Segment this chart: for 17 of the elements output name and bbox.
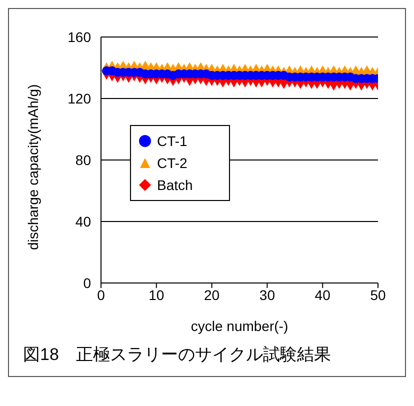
- y-tick-label: 0: [83, 274, 92, 291]
- x-axis-title: cycle number(-): [190, 318, 288, 334]
- x-tick-label: 0: [97, 286, 106, 303]
- text: 図18 正極スラリーのサイクル試験結果: [22, 344, 332, 366]
- legend-label: Batch: [157, 177, 193, 193]
- y-tick-label: 80: [75, 152, 92, 168]
- y-tick-label: 40: [75, 213, 92, 230]
- x-tick-label: 30: [259, 286, 276, 303]
- legend-label: CT-2: [157, 155, 188, 171]
- legend-label: CT-1: [157, 133, 188, 149]
- y-axis-title: discharge capacity(mAh/g): [24, 84, 41, 250]
- y-tick-label: 120: [68, 90, 92, 106]
- x-tick-label: 50: [370, 286, 386, 303]
- x-tick-label: 20: [204, 286, 220, 303]
- x-tick-label: 40: [314, 286, 331, 303]
- y-tick-label: 160: [68, 28, 92, 45]
- x-tick-label: 10: [148, 286, 164, 303]
